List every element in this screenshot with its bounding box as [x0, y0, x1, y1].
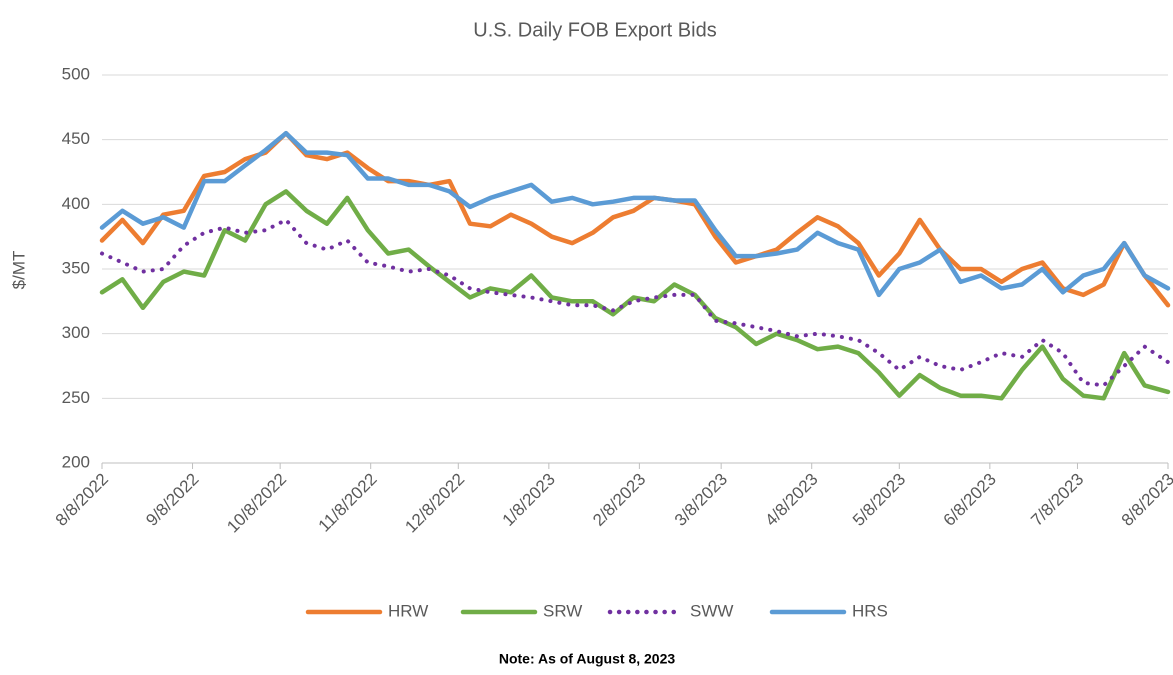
note: Note: As of August 8, 2023	[499, 651, 676, 667]
x-tick-label: 5/8/2023	[849, 470, 909, 530]
line-series	[99, 189, 1171, 401]
x-tick-label: 12/8/2022	[401, 470, 468, 537]
x-tick-label: 8/8/2022	[52, 470, 112, 530]
y-tick-label: 350	[62, 258, 90, 277]
x-tick-label: 11/8/2022	[315, 470, 381, 536]
y-tick-label: 250	[62, 388, 90, 407]
y-tick-label: 450	[62, 129, 90, 148]
x-tick-label: 2/8/2023	[589, 470, 649, 530]
y-axis-label: $/MT	[9, 251, 28, 290]
y-tick-label: 300	[62, 323, 90, 342]
x-tick-label: 4/8/2023	[761, 470, 821, 530]
x-tick-label: 8/8/2023	[1118, 470, 1173, 530]
x-tick-label: 9/8/2022	[142, 470, 202, 530]
x-tick-label: 6/8/2023	[940, 470, 1000, 530]
x-tick-label: 7/8/2023	[1027, 470, 1087, 530]
legend-label: SWW	[690, 601, 733, 620]
x-tick-label: 1/8/2023	[499, 470, 559, 530]
y-tick-label: 400	[62, 194, 90, 213]
line-series	[99, 130, 1171, 308]
x-tick-label: 3/8/2023	[671, 470, 731, 530]
line-series	[100, 217, 1170, 388]
y-tick-label: 200	[62, 452, 90, 471]
legend-label: HRS	[852, 601, 888, 620]
y-tick-label: 500	[62, 64, 90, 83]
line-series	[99, 130, 1171, 298]
x-tick-label: 10/8/2022	[223, 470, 290, 537]
chart-title: U.S. Daily FOB Export Bids	[473, 19, 716, 41]
legend-label: HRW	[388, 601, 428, 620]
legend-label: SRW	[543, 601, 582, 620]
